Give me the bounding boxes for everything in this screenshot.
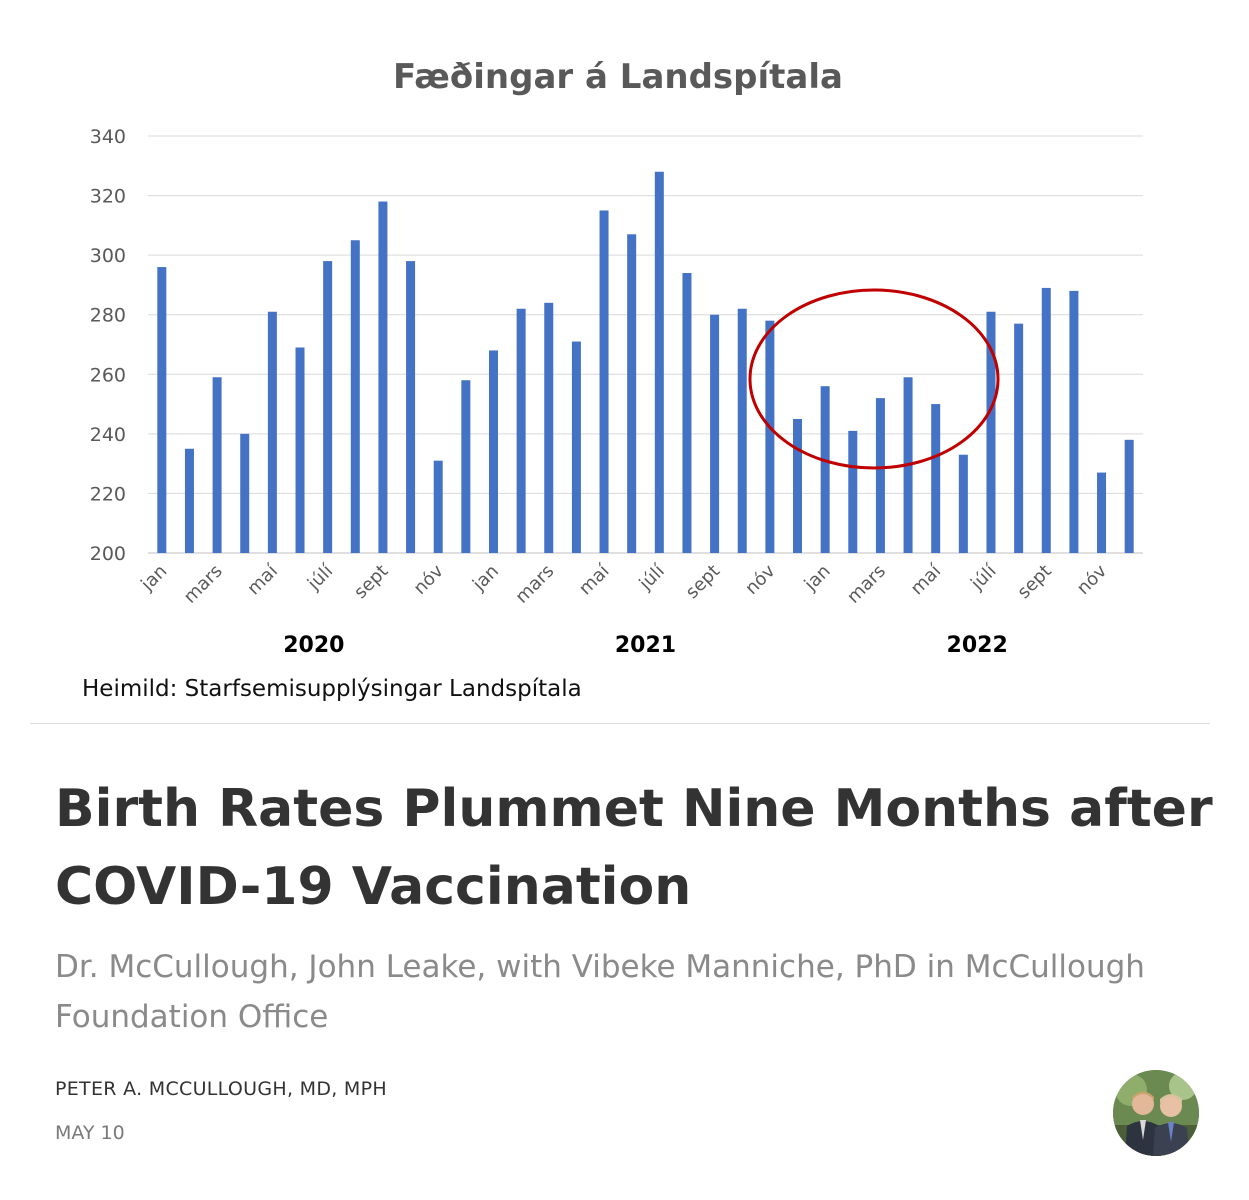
bar: [378, 201, 388, 553]
x-tick-label: jan: [136, 561, 171, 596]
bar: [433, 460, 443, 553]
x-tick-label: maí: [575, 560, 614, 599]
bar: [627, 234, 637, 554]
x-tick-label: nóv: [410, 560, 448, 598]
chart-figure: Fæðingar á Landspítala 200 220 240 260 280 300…: [90, 57, 1143, 658]
author-avatar[interactable]: [1113, 1070, 1199, 1156]
x-tick-label: júlí: [966, 560, 1001, 595]
bar: [710, 314, 720, 553]
article-subtitle: Dr. McCullough, John Leake, with Vibeke …: [55, 949, 1145, 1035]
bar: [1069, 290, 1079, 553]
bar: [1014, 323, 1024, 553]
bar: [516, 308, 526, 553]
bar: [295, 347, 305, 553]
bar: [350, 240, 360, 553]
x-tick-label: mars: [180, 561, 227, 608]
x-tick-label: maí: [243, 560, 282, 599]
bar: [1124, 439, 1134, 553]
y-tick-label: 280: [90, 305, 126, 327]
bar: [1041, 287, 1051, 553]
bar-chart: Fæðingar á Landspítala 200 220 240 260 280 300…: [90, 57, 1143, 658]
bar: [958, 454, 968, 553]
y-tick-label: 200: [90, 543, 126, 565]
x-tick-label: mars: [843, 561, 890, 608]
bar: [875, 398, 885, 553]
y-tick-label: 320: [90, 186, 126, 208]
bar: [931, 404, 941, 553]
y-tick-label: 220: [90, 483, 126, 505]
y-tick-label: 240: [90, 424, 126, 446]
article-headline[interactable]: Birth Rates Plummet Nine Months after CO…: [55, 779, 1213, 917]
bar: [488, 350, 498, 553]
bar: [793, 418, 803, 553]
y-tick-label: 300: [90, 245, 126, 267]
bar: [654, 171, 664, 553]
x-tick-label: mars: [511, 561, 558, 608]
y-tick-label: 260: [90, 364, 126, 386]
bar: [571, 341, 581, 553]
chart-source: Heimild: Starfsemisupplýsingar Landspíta…: [82, 676, 582, 702]
highlight-ellipse: [748, 288, 1000, 470]
x-tick-label: sept: [1013, 561, 1055, 603]
x-tick-label: maí: [907, 560, 946, 599]
bar: [461, 380, 471, 553]
x-tick-label: nóv: [741, 560, 779, 598]
bar: [820, 386, 830, 553]
x-tick-label: nóv: [1073, 560, 1111, 598]
y-tick-label: 340: [90, 126, 126, 148]
bar: [267, 311, 277, 553]
bar: [737, 308, 747, 553]
year-label: 2021: [615, 633, 676, 658]
bar: [323, 261, 333, 553]
bar: [848, 430, 858, 553]
bar: [406, 261, 416, 553]
x-tick-label: júlí: [635, 560, 670, 595]
bar: [184, 448, 194, 553]
bar: [1097, 472, 1107, 553]
x-tick-label: júlí: [303, 560, 338, 595]
author-name[interactable]: PETER A. MCCULLOUGH, MD, MPH: [55, 1078, 387, 1100]
bar: [212, 377, 222, 553]
bar: [682, 273, 692, 553]
x-tick-label: sept: [350, 561, 392, 603]
bar: [157, 267, 167, 553]
divider: [30, 723, 1210, 724]
x-tick-label: sept: [682, 561, 724, 603]
bar: [240, 433, 250, 553]
year-label: 2022: [947, 633, 1008, 658]
bar: [765, 320, 775, 553]
bar: [599, 210, 609, 553]
bar: [544, 302, 554, 553]
avatar-image: [1113, 1070, 1199, 1156]
publish-date: MAY 10: [55, 1122, 125, 1144]
bar: [986, 311, 996, 553]
chart-title: Fæðingar á Landspítala: [393, 57, 843, 97]
x-tick-label: jan: [800, 561, 835, 596]
x-tick-label: jan: [468, 561, 503, 596]
year-label: 2020: [283, 633, 344, 658]
